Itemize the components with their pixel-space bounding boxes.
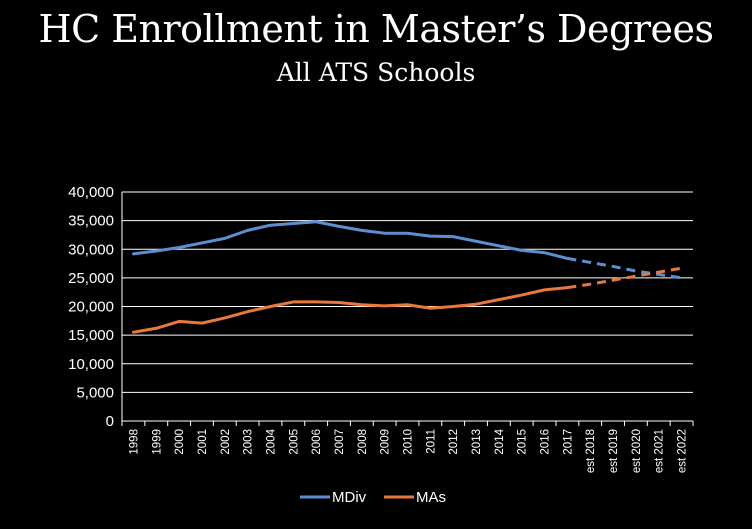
y-tick-label: 10,000 xyxy=(68,356,114,373)
y-tick-label: 40,000 xyxy=(68,184,114,201)
x-tick-label: 2000 xyxy=(174,429,186,455)
x-tick-label: 2015 xyxy=(517,429,529,455)
x-axis-ticks: 1998 1999 2000 2001 2002 2003 2004 2005 2006 2007… xyxy=(121,421,694,473)
y-tick-label: 20,000 xyxy=(68,299,114,316)
x-tick-label: 2013 xyxy=(471,429,483,455)
series-line-mdiv xyxy=(131,220,569,260)
y-tick-label: 30,000 xyxy=(68,241,114,258)
x-tick-label: 2005 xyxy=(288,429,300,455)
legend: MDiv MAs xyxy=(300,489,446,506)
x-tick-label: 2007 xyxy=(334,429,346,455)
axes xyxy=(121,192,693,422)
x-tick-label: est 2019 xyxy=(608,429,620,473)
x-tick-label: 2002 xyxy=(220,429,232,455)
x-tick-label: 2017 xyxy=(562,429,574,455)
x-tick-label: est 2020 xyxy=(631,429,643,473)
x-tick-label: 2008 xyxy=(357,429,369,455)
x-tick-label: 2011 xyxy=(425,429,437,454)
x-tick-label: 1999 xyxy=(151,429,163,455)
y-tick-label: 5,000 xyxy=(76,384,114,401)
x-tick-label: 2006 xyxy=(311,429,323,455)
x-tick-label: 2010 xyxy=(403,429,415,455)
chart-title: HC Enrollment in Master’s Degrees xyxy=(38,7,714,51)
series-line-estimate-mdiv xyxy=(567,256,682,280)
chart-subtitle: All ATS Schools xyxy=(276,58,476,87)
y-tick-label: 15,000 xyxy=(68,327,114,344)
x-tick-label: 2009 xyxy=(380,429,392,455)
series-line-estimate-mas xyxy=(567,266,682,290)
gridlines xyxy=(122,191,693,393)
y-tick-label: 35,000 xyxy=(68,213,114,230)
y-tick-label: 0 xyxy=(106,413,114,430)
x-tick-label: 1998 xyxy=(128,429,140,455)
x-tick-label: 2001 xyxy=(197,429,209,455)
x-tick-label: 2012 xyxy=(448,429,460,455)
legend-label: MDiv xyxy=(332,489,367,506)
x-tick-label: 2014 xyxy=(494,428,506,454)
y-axis-ticks: 0 5,000 10,000 15,000 20,000 25,000 30,000 35,0… xyxy=(68,184,114,430)
x-tick-label: est 2021 xyxy=(654,429,666,473)
x-tick-label: est 2018 xyxy=(585,429,597,473)
x-tick-label: 2003 xyxy=(243,429,255,455)
series-line-mas xyxy=(131,286,569,334)
legend-label: MAs xyxy=(416,489,446,506)
x-tick-label: est 2022 xyxy=(677,429,689,473)
series-lines xyxy=(131,220,682,334)
x-tick-label: 2016 xyxy=(540,429,552,455)
y-tick-label: 25,000 xyxy=(68,270,114,287)
x-tick-label: 2004 xyxy=(265,428,277,454)
